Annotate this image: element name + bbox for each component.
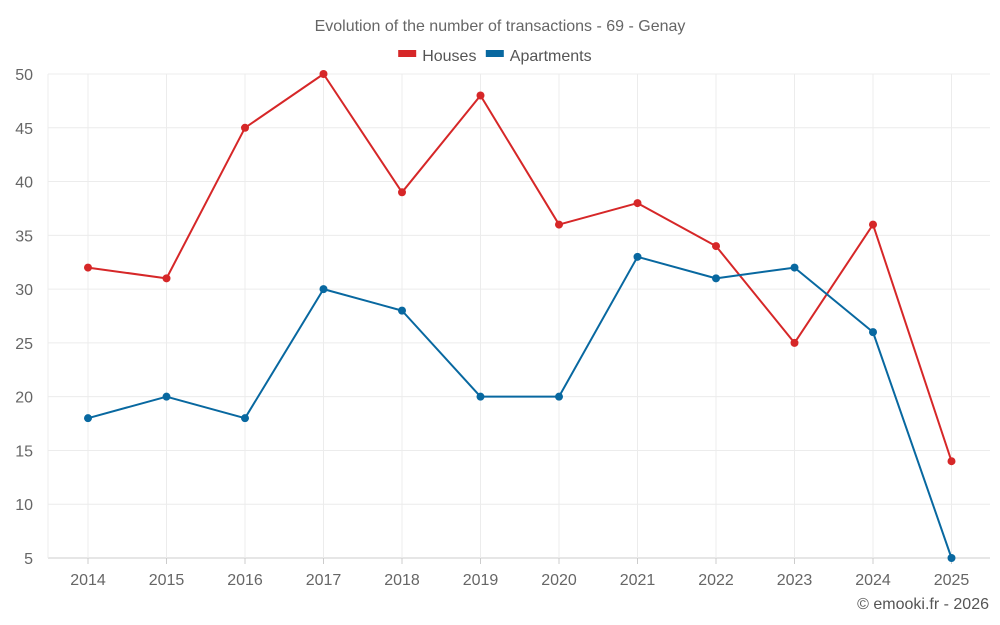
data-point-houses xyxy=(869,220,877,229)
x-tick-label: 2015 xyxy=(149,572,185,589)
data-point-apartments xyxy=(947,554,956,562)
chart-title: Evolution of the number of transactions … xyxy=(315,18,686,35)
legend-item-apartments: Apartments xyxy=(485,48,592,65)
legend-label: Houses xyxy=(422,48,476,65)
legend-swatch xyxy=(398,50,417,57)
y-tick-label: 5 xyxy=(24,551,33,568)
data-point-apartments xyxy=(241,414,249,423)
legend: Houses Apartments xyxy=(398,48,592,65)
x-tick-label: 2025 xyxy=(934,572,970,589)
x-tick-label: 2024 xyxy=(855,572,891,589)
data-point-houses xyxy=(241,123,249,132)
data-point-apartments xyxy=(319,285,328,294)
data-point-apartments xyxy=(555,392,563,401)
y-tick-label: 50 xyxy=(15,67,33,84)
series-line-apartments xyxy=(87,255,953,559)
data-point-houses xyxy=(555,220,563,229)
grid-lines xyxy=(48,73,990,559)
legend-item-houses: Houses xyxy=(398,48,476,65)
data-point-houses xyxy=(947,457,956,466)
x-tick-label: 2023 xyxy=(777,572,813,589)
legend-label: Apartments xyxy=(510,48,592,65)
x-tick-label: 2014 xyxy=(70,572,106,589)
x-tick-label: 2020 xyxy=(541,572,577,589)
data-point-houses xyxy=(712,242,720,251)
x-tick-label: 2017 xyxy=(306,572,342,589)
y-tick-label: 35 xyxy=(15,228,33,245)
credit-text: © emooki.fr - 2026 xyxy=(857,596,989,613)
data-point-apartments xyxy=(712,274,720,283)
x-tick-label: 2019 xyxy=(463,572,499,589)
y-tick-label: 45 xyxy=(15,121,33,138)
data-point-apartments xyxy=(84,414,92,423)
data-point-houses xyxy=(790,338,799,347)
data-point-houses xyxy=(476,91,485,100)
data-point-apartments xyxy=(869,328,877,337)
data-point-apartments xyxy=(790,263,799,272)
data-point-houses xyxy=(319,70,328,78)
y-tick-label: 20 xyxy=(15,390,33,407)
data-point-houses xyxy=(633,199,642,208)
data-point-apartments xyxy=(398,306,406,315)
y-tick-label: 30 xyxy=(15,282,33,299)
y-tick-label: 25 xyxy=(15,336,33,353)
series-line-houses xyxy=(87,73,953,462)
x-tick-label: 2018 xyxy=(384,572,420,589)
x-tick-label: 2016 xyxy=(227,572,263,589)
data-point-houses xyxy=(398,188,406,197)
y-tick-label: 15 xyxy=(15,443,33,460)
data-point-apartments xyxy=(633,252,642,261)
x-tick-label: 2021 xyxy=(620,572,656,589)
data-point-apartments xyxy=(476,392,485,401)
data-point-houses xyxy=(162,274,171,283)
data-point-apartments xyxy=(162,392,171,401)
legend-swatch xyxy=(485,50,504,57)
y-tick-label: 40 xyxy=(15,175,33,192)
y-tick-label: 10 xyxy=(15,497,33,514)
data-point-houses xyxy=(84,263,92,272)
x-tick-label: 2022 xyxy=(698,572,734,589)
series-group xyxy=(84,70,956,562)
